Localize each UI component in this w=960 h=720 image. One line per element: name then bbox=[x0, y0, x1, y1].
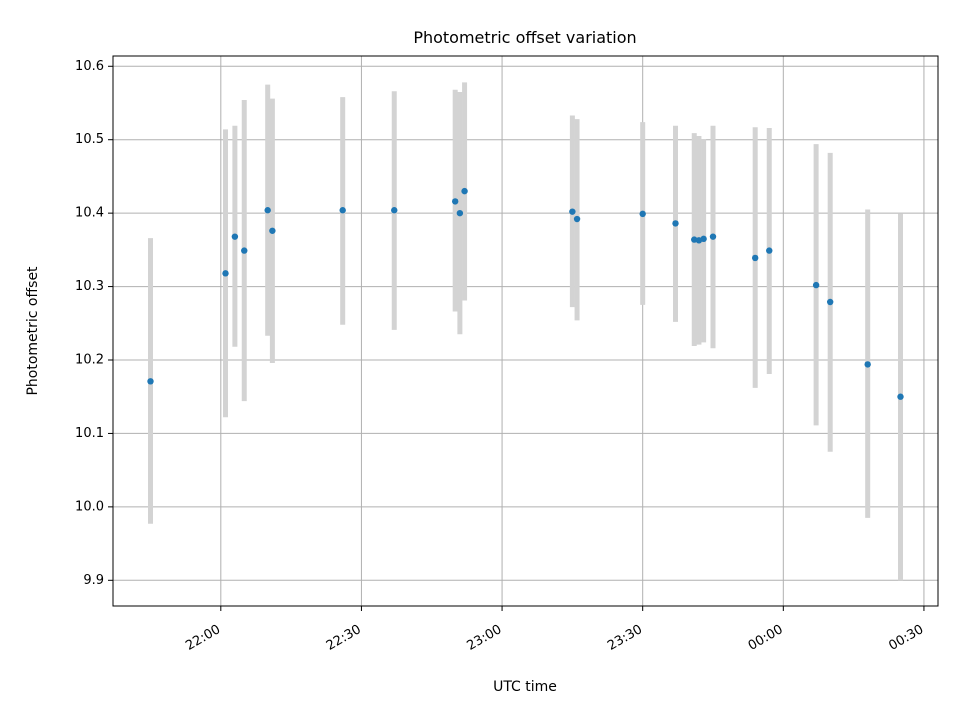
data-point bbox=[264, 207, 271, 214]
y-tick-label: 10.2 bbox=[75, 353, 104, 368]
chart-title: Photometric offset variation bbox=[413, 28, 636, 47]
data-point bbox=[339, 207, 346, 214]
y-tick-label: 10.0 bbox=[75, 499, 104, 514]
data-point bbox=[812, 281, 820, 289]
data-point bbox=[691, 236, 698, 243]
data-point bbox=[241, 247, 248, 254]
x-tick-label: 00:30 bbox=[886, 622, 926, 654]
data-point bbox=[231, 233, 239, 240]
grid-layer bbox=[113, 56, 938, 606]
data-point bbox=[222, 270, 229, 277]
y-axis-ticks: 9.9 10.0 10.1 10.2 10.3 10.4 10.5 10.6 bbox=[75, 59, 113, 588]
y-axis-label: Photometric offset bbox=[25, 266, 41, 396]
x-tick-label: 23:00 bbox=[465, 622, 505, 654]
data-point bbox=[826, 298, 834, 306]
data-point bbox=[766, 247, 773, 254]
data-point bbox=[391, 207, 398, 214]
errorbar-layer bbox=[148, 82, 903, 581]
x-tick-label: 22:30 bbox=[324, 622, 364, 654]
data-point bbox=[709, 233, 717, 240]
data-point bbox=[569, 208, 576, 215]
data-point bbox=[672, 220, 679, 227]
y-tick-label: 10.4 bbox=[75, 206, 104, 221]
data-point bbox=[639, 210, 646, 218]
x-axis-label: UTC time bbox=[493, 679, 557, 695]
data-point bbox=[864, 361, 871, 368]
y-tick-label: 10.3 bbox=[75, 279, 104, 294]
y-tick-label: 9.9 bbox=[83, 573, 104, 588]
y-tick-label: 10.1 bbox=[75, 426, 104, 441]
x-axis-ticks: 22:00 22:30 23:00 23:30 00:00 00:30 bbox=[183, 606, 926, 654]
data-point bbox=[451, 198, 459, 205]
x-tick-label: 00:00 bbox=[746, 622, 786, 654]
data-point bbox=[461, 187, 468, 195]
data-point bbox=[269, 227, 276, 234]
data-point bbox=[700, 235, 707, 243]
point-layer bbox=[147, 187, 904, 400]
y-tick-label: 10.5 bbox=[75, 132, 104, 147]
x-tick-label: 23:30 bbox=[605, 622, 645, 654]
plot-frame bbox=[112, 55, 939, 607]
data-point bbox=[456, 209, 464, 217]
data-point bbox=[573, 215, 581, 223]
y-tick-label: 10.6 bbox=[75, 59, 104, 74]
data-point bbox=[147, 378, 154, 385]
x-tick-label: 22:00 bbox=[183, 622, 223, 654]
data-point bbox=[897, 393, 904, 400]
data-point bbox=[751, 254, 759, 262]
